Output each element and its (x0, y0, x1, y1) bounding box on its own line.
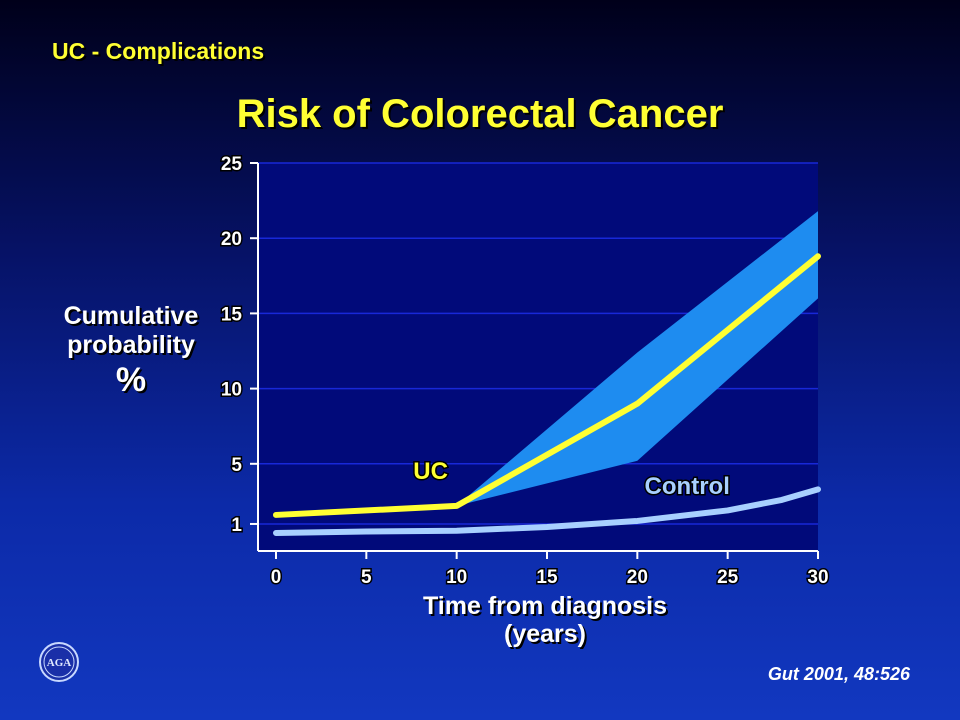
y-tick-label-25: 25 (221, 154, 243, 175)
x-tick-label-15: 15 (536, 567, 558, 588)
uc-series-line (273, 253, 821, 518)
uc-series-label: UC (413, 458, 448, 485)
control-series-label: Control (645, 473, 730, 500)
y-tick-label-5: 5 (231, 455, 242, 476)
section-title: UC - Complications (52, 38, 265, 64)
x-tick-label-25: 25 (717, 567, 739, 588)
x-tick-label-30: 30 (807, 567, 828, 588)
x-tick-label-5: 5 (361, 567, 372, 588)
y-tick-label-1: 1 (231, 515, 242, 536)
y-tick-label-10: 10 (221, 380, 242, 401)
control-series-line (273, 486, 821, 536)
y-axis-label-line2: probability (67, 331, 195, 359)
main-title: Risk of Colorectal Cancer (236, 92, 724, 136)
y-tick-label-15: 15 (221, 304, 243, 325)
x-tick-label-10: 10 (446, 567, 467, 588)
y-axis-label: Cumulative probability % (52, 302, 210, 400)
x-axis-label-line1: Time from diagnosis (422, 592, 668, 620)
citation: Gut 2001, 48:526 (767, 664, 910, 684)
x-axis-label: Time from diagnosis (years) (375, 592, 715, 648)
x-tick-label-0: 0 (271, 567, 282, 588)
x-axis-label-line2: (years) (504, 620, 586, 648)
x-tick-label-20: 20 (627, 567, 648, 588)
y-tick-label-20: 20 (221, 229, 242, 250)
y-axis-label-unit: % (115, 361, 147, 399)
y-axis-label-line1: Cumulative (63, 302, 199, 330)
logo-text: AGA (47, 657, 72, 669)
aga-logo-icon: AGA (39, 642, 79, 682)
